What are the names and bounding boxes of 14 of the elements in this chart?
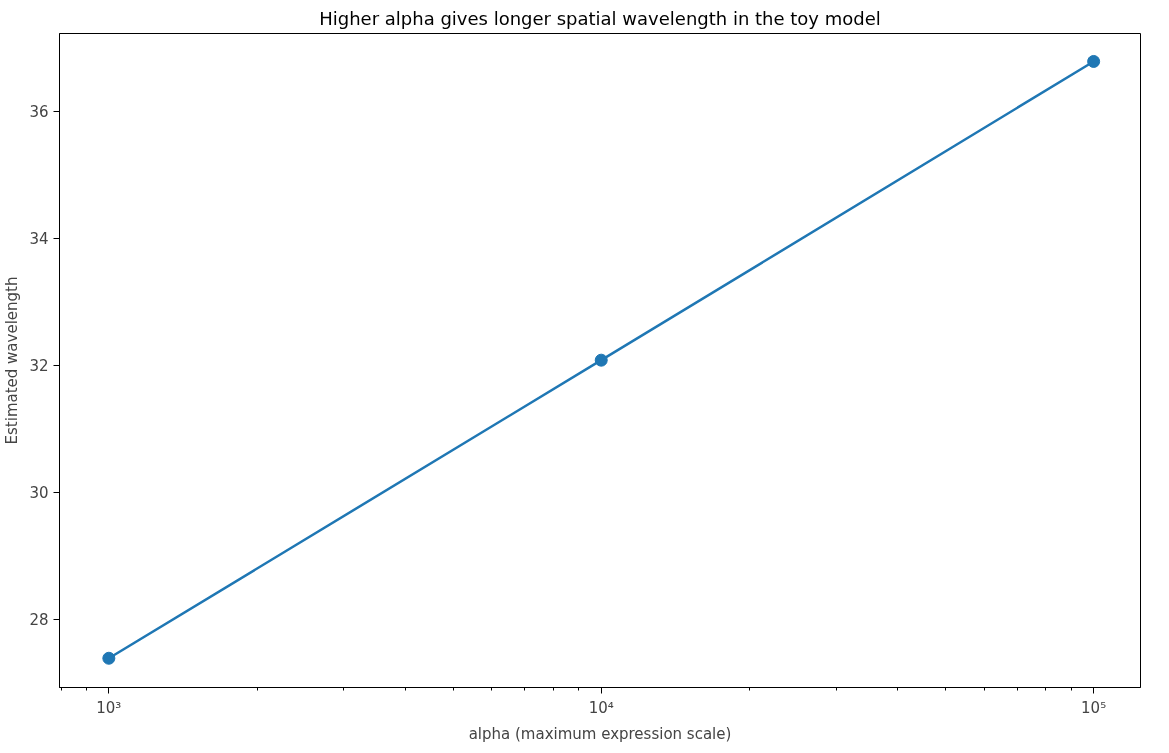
point (102, 651, 116, 665)
chart-title: Higher alpha gives longer spatial wavelength in the toy model (319, 7, 881, 29)
x-tick-label: 10⁵ (1081, 698, 1107, 717)
x-tick-label: 10⁴ (588, 698, 614, 717)
y-tick-label: 30 (29, 484, 49, 503)
x-axis-title: alpha (maximum expression scale) (468, 724, 732, 743)
y-tick-label: 28 (29, 611, 49, 630)
x-tick-label: 10³ (96, 698, 122, 717)
y-axis-title: Estimated wavelength (3, 276, 22, 445)
point (1087, 54, 1101, 68)
y-tick-label: 34 (29, 230, 49, 249)
point (594, 353, 608, 367)
y-tick-label: 36 (29, 103, 49, 122)
y-tick-label: 32 (29, 357, 49, 376)
